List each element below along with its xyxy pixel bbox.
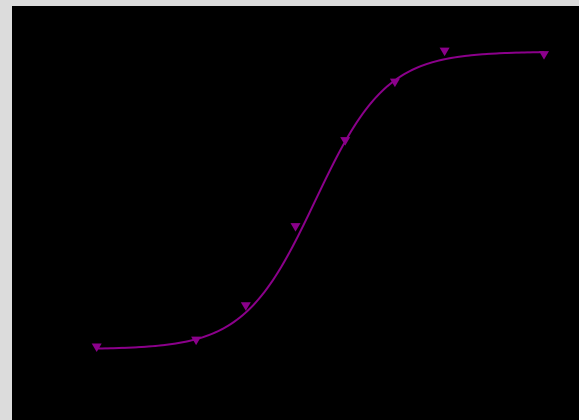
data-point-2 [240, 302, 251, 311]
data-point-7 [539, 51, 549, 60]
plot-area [12, 6, 579, 420]
data-point-4 [340, 137, 351, 146]
data-point-5 [389, 78, 400, 88]
data-point-1 [191, 336, 202, 346]
series-0-fit-curve [96, 51, 545, 350]
data-point-0 [91, 343, 102, 352]
line-chart [91, 47, 549, 352]
data-point-3 [290, 223, 301, 232]
data-point-6 [439, 47, 450, 57]
